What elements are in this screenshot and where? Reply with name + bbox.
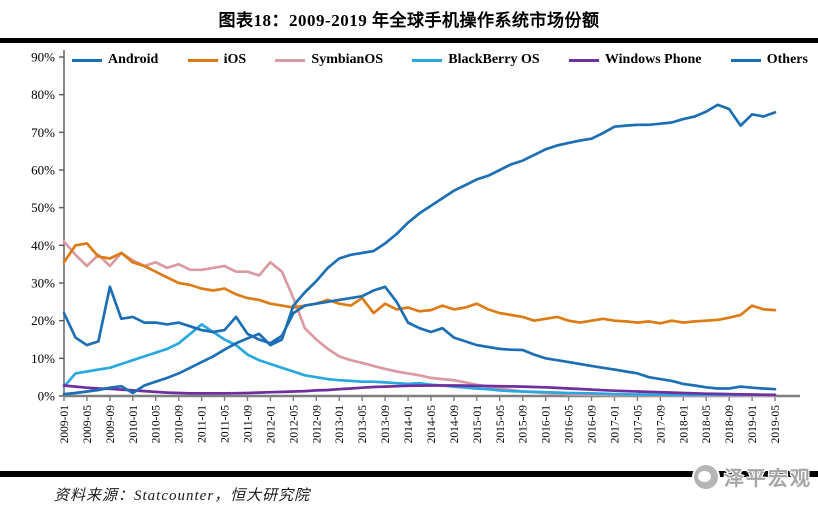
x-tick-label: 2012-01 [265, 405, 277, 444]
y-tick-label: 0% [38, 389, 56, 404]
source-note: 资料来源：Statcounter，恒大研究院 [54, 488, 311, 504]
x-tick-label: 2018-09 [724, 405, 736, 444]
legend-label: SymbianOS [311, 52, 383, 67]
footer-divider-rule [0, 471, 818, 477]
y-tick-label: 90% [31, 50, 55, 65]
logo-text: 泽平宏观 [724, 468, 812, 490]
legend-item-others: Others [730, 52, 808, 68]
panda-logo-icon [694, 464, 718, 489]
x-tick-label: 2014-09 [449, 405, 461, 444]
y-tick-label: 30% [31, 276, 55, 291]
x-tick-label: 2017-05 [632, 405, 644, 444]
legend-item-ios: iOS [187, 52, 247, 68]
x-tick-label: 2017-01 [609, 405, 621, 444]
x-tick-label: 2018-01 [678, 405, 690, 444]
series-line-others [62, 285, 777, 391]
others-line-swatch [730, 58, 761, 62]
x-tick-label: 2017-09 [655, 405, 667, 444]
series-line-windows-phone [62, 384, 777, 397]
x-tick-label: 2012-05 [288, 405, 300, 444]
x-tick-label: 2014-01 [403, 405, 415, 444]
x-tick-label: 2013-05 [357, 405, 369, 444]
x-tick-label: 2010-05 [151, 405, 163, 444]
x-tick-label: 2013-01 [334, 405, 346, 444]
y-tick-label: 60% [31, 163, 55, 178]
chart-title: 图表18：2009-2019 年全球手机操作系统市场份额 [218, 11, 600, 30]
x-tick-label: 2012-09 [311, 405, 323, 444]
series-line-ios [62, 242, 777, 325]
x-tick-label: 2009-05 [82, 405, 94, 444]
x-tick-label: 2010-01 [128, 405, 140, 444]
x-tick-label: 2011-09 [242, 405, 254, 443]
chart-legend: Android iOS SymbianOS BlackBerry OS Wind… [72, 52, 808, 68]
x-tick-label: 2016-09 [587, 405, 599, 444]
series-line-blackberry-os [62, 323, 777, 397]
y-tick-label: 10% [31, 351, 55, 366]
x-tick-label: 2016-01 [541, 405, 553, 444]
x-tick-label: 2011-05 [220, 405, 232, 443]
y-tick-label: 80% [31, 87, 55, 102]
x-tick-label: 2014-05 [426, 405, 438, 444]
x-tick-label: 2018-05 [701, 405, 713, 444]
ios-line-swatch [187, 58, 218, 62]
legend-item-blackberry-os: BlackBerry OS [412, 52, 540, 68]
x-tick-label: 2009-01 [59, 405, 71, 444]
x-tick-label: 2019-05 [770, 405, 782, 444]
windows-phone-line-swatch [568, 58, 599, 62]
android-line-swatch [72, 58, 102, 62]
symbianos-line-swatch [275, 58, 306, 62]
x-tick-label: 2016-05 [564, 405, 576, 444]
x-tick-label: 2015-09 [518, 405, 530, 444]
blackberry-line-swatch [412, 58, 443, 62]
x-tick-label: 2009-09 [105, 405, 117, 444]
title-divider-rule [0, 38, 818, 43]
legend-label: iOS [223, 52, 247, 67]
x-tick-label: 2013-09 [380, 405, 392, 444]
series-line-symbianos [62, 240, 777, 397]
legend-item-android: Android [72, 52, 158, 68]
x-tick-label: 2011-01 [197, 405, 209, 443]
y-tick-label: 20% [31, 313, 55, 328]
zeping-macro-logo: 泽平宏观 [694, 462, 812, 491]
series-line-android [62, 103, 777, 396]
y-tick-label: 70% [31, 125, 55, 140]
x-tick-label: 2010-09 [174, 405, 186, 444]
y-tick-label: 50% [31, 200, 55, 215]
legend-label: Windows Phone [604, 52, 702, 67]
x-tick-label: 2015-05 [495, 405, 507, 444]
legend-label: BlackBerry OS [448, 52, 540, 67]
legend-label: Android [108, 52, 159, 67]
legend-item-symbianos: SymbianOS [275, 52, 383, 68]
legend-label: Others [766, 52, 808, 67]
x-tick-label: 2019-01 [747, 405, 759, 444]
y-tick-label: 40% [31, 238, 55, 253]
x-tick-label: 2015-01 [472, 405, 484, 444]
legend-item-windows-phone: Windows Phone [568, 52, 702, 68]
